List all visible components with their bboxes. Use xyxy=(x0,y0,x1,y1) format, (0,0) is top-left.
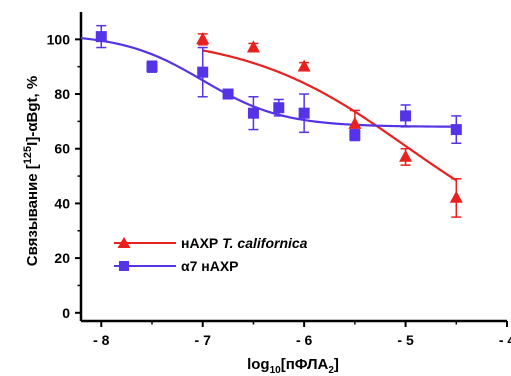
legend-label-tcalifornica: нАХР T. californica xyxy=(181,235,308,251)
legend: нАХР T. californica α7 нАХР xyxy=(114,235,308,274)
legend-label-alpha7: α7 нАХР xyxy=(181,258,239,274)
y-tick-label: 60 xyxy=(54,141,70,157)
data-point-triangle xyxy=(196,32,210,45)
fit-curve-series-1 xyxy=(80,37,457,128)
data-markers xyxy=(95,31,463,203)
data-point-square xyxy=(450,124,462,136)
x-axis-label: log10[пФЛА2] xyxy=(247,356,339,376)
y-tick-label: 100 xyxy=(47,31,71,47)
data-point-square xyxy=(400,110,412,122)
legend-square-marker xyxy=(119,261,129,271)
data-point-square xyxy=(197,66,209,78)
fit-curves xyxy=(80,37,457,182)
x-tick-label: - 8 xyxy=(93,332,110,348)
data-point-triangle xyxy=(246,40,260,53)
data-point-square xyxy=(146,61,158,73)
y-axis-label: Связывание [125I]-αBgt, % xyxy=(22,76,41,266)
fit-curve-series-0 xyxy=(202,49,457,182)
y-tick-label: 20 xyxy=(54,250,70,266)
tick-labels: 0 20 40 60 80 100 - 8 - 7 - 6 - 5 - 4 xyxy=(47,31,511,348)
x-tick-label: - 4 xyxy=(499,332,511,348)
axes xyxy=(75,12,508,327)
data-point-triangle xyxy=(297,59,311,72)
y-tick-label: 40 xyxy=(54,195,70,211)
x-tick-label: - 7 xyxy=(195,332,212,348)
data-point-square xyxy=(247,107,259,119)
legend-triangle-marker xyxy=(117,237,131,248)
x-tick-label: - 6 xyxy=(296,332,313,348)
y-tick-label: 0 xyxy=(62,305,70,321)
data-point-triangle xyxy=(348,116,362,129)
data-point-square xyxy=(222,88,234,100)
y-tick-label: 80 xyxy=(54,86,70,102)
legend-item-tcalifornica: нАХР T. californica xyxy=(114,235,308,251)
data-point-square xyxy=(95,31,107,43)
data-point-square xyxy=(273,102,285,114)
data-point-square xyxy=(298,107,310,119)
data-point-square xyxy=(349,129,361,141)
legend-item-alpha7: α7 нАХР xyxy=(114,258,239,274)
data-point-triangle xyxy=(449,190,463,203)
x-tick-label: - 5 xyxy=(397,332,414,348)
data-point-triangle xyxy=(399,149,413,162)
